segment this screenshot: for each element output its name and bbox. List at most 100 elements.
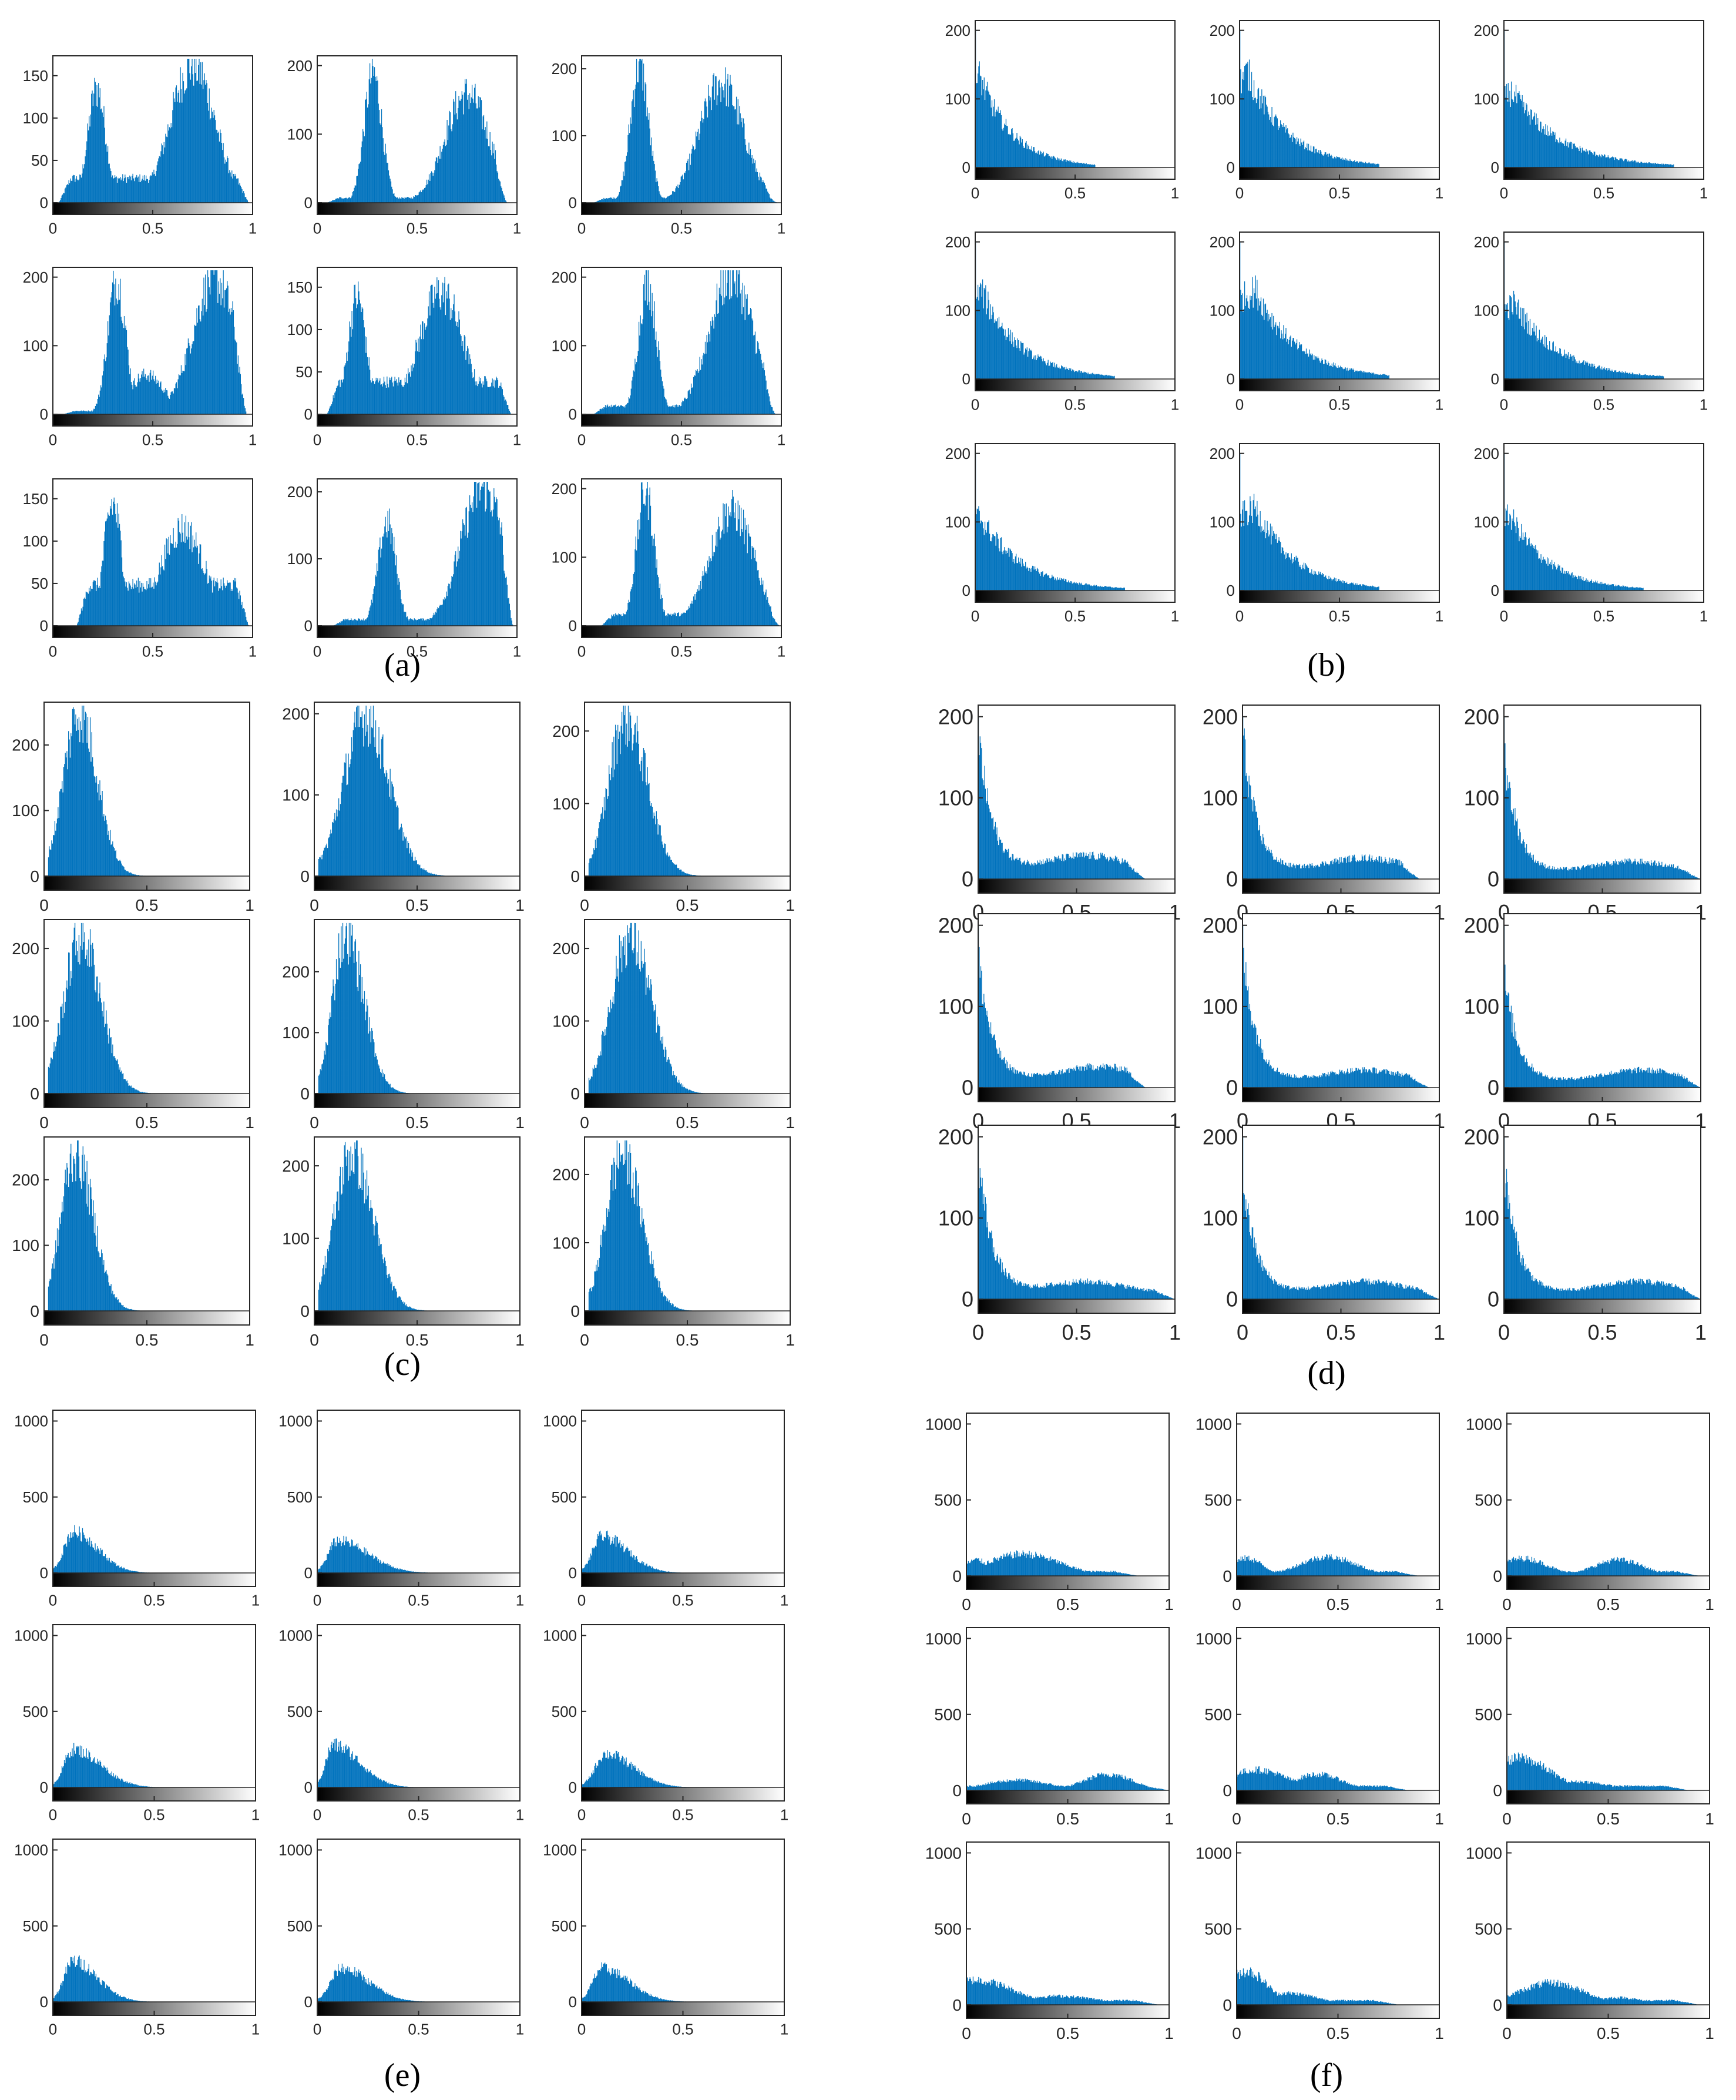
y-tick-label: 0 [30,1302,39,1320]
x-tick-label: 0.5 [1329,396,1350,414]
y-tick-label: 100 [12,1236,39,1254]
y-tick-label: 100 [1474,90,1499,108]
x-tick-label: 0.5 [1065,608,1086,625]
histogram-bars [1507,1555,1700,1576]
x-tick-label: 1 [1164,1595,1174,1613]
y-tick-label: 1000 [278,1841,313,1859]
y-tick-label: 200 [12,736,39,754]
x-tick-label: 0.5 [1065,396,1086,414]
y-tick-label: 500 [1204,1491,1232,1509]
x-tick-label: 0 [1498,1320,1510,1344]
x-tick-label: 0 [39,1331,49,1349]
y-tick-label: 200 [282,963,310,981]
panel-label-d: (d) [1307,1355,1345,1391]
x-tick-label: 0 [962,2024,971,2042]
x-tick-label: 0.5 [672,2021,693,2038]
y-tick-label: 0 [1491,582,1499,599]
y-tick-label: 0 [952,1996,962,2014]
y-tick-label: 0 [300,867,310,885]
histogram-b-7: 0 100 200 0 0.5 1 [945,443,1179,625]
x-tick-label: 1 [1705,1810,1714,1828]
y-tick-label: 100 [282,1229,310,1247]
x-tick-label: 0.5 [1329,608,1350,625]
histogram-f-6: 0 500 1000 0 0.5 1 [1466,1627,1714,1828]
histogram-bars [53,1955,159,2002]
y-tick-label: 0 [1491,159,1499,176]
y-tick-label: 100 [23,532,48,550]
axes-background [1504,705,1701,893]
y-tick-label: 1000 [1466,1415,1502,1433]
histogram-b-1: 0 100 200 0 0.5 1 [945,20,1179,202]
x-tick-label: 1 [515,1331,525,1349]
y-tick-label: 100 [945,90,971,108]
x-tick-label: 0 [577,220,586,237]
y-tick-label: 0 [40,1993,48,2011]
histogram-e-5: 0 500 1000 0 0.5 1 [278,1624,524,1824]
y-tick-label: 100 [1474,513,1499,531]
y-tick-label: 1000 [14,1413,48,1430]
y-tick-label: 1000 [543,1627,577,1645]
histogram-bars [594,270,775,414]
x-tick-label: 0.5 [406,896,429,914]
x-tick-label: 0 [310,1113,319,1132]
y-tick-label: 0 [1493,1567,1502,1585]
x-tick-label: 0 [580,896,589,914]
histogram-bars [966,1976,1159,2005]
y-tick-label: 200 [1210,445,1235,462]
x-tick-label: 0 [577,1806,586,1824]
y-tick-label: 0 [40,194,48,212]
x-tick-label: 1 [515,896,525,914]
histogram-bars [966,1772,1168,1790]
histogram-bars [327,277,511,414]
x-tick-label: 1 [1435,1595,1444,1613]
y-tick-label: 500 [23,1703,48,1720]
histogram-bars [1237,1967,1398,2005]
x-tick-label: 0 [962,1810,971,1828]
histogram-a-7: 0 50 100 150 0 0.5 1 [23,478,257,660]
x-tick-label: 0.5 [671,220,692,237]
histogram-a-5: 0 50 100 150 0 0.5 1 [287,267,521,449]
y-tick-label: 200 [552,269,577,286]
histogram-f-9: 0 500 1000 0 0.5 1 [1466,1841,1714,2042]
y-tick-label: 0 [962,159,971,176]
y-tick-label: 200 [1203,1125,1238,1149]
x-tick-label: 1 [1435,608,1443,625]
x-tick-label: 0 [313,220,321,237]
histogram-bars [1504,925,1700,1088]
y-tick-label: 50 [31,575,48,592]
x-tick-label: 0.5 [1056,1810,1079,1828]
y-tick-label: 1000 [14,1841,48,1859]
x-tick-label: 1 [1695,1320,1707,1344]
histogram-bars [1243,925,1429,1088]
x-tick-label: 1 [516,1592,524,1609]
y-tick-label: 1000 [925,1844,962,1862]
x-tick-label: 1 [251,1592,260,1609]
y-tick-label: 0 [962,370,971,388]
x-tick-label: 0 [1232,2024,1241,2042]
x-tick-label: 0.5 [406,1113,429,1132]
histogram-e-8: 0 500 1000 0 0.5 1 [278,1839,524,2038]
x-tick-label: 1 [245,896,254,914]
panel-label-e: (e) [384,2057,421,2094]
x-tick-label: 0 [313,643,321,660]
y-tick-label: 100 [1203,786,1238,810]
x-tick-label: 0 [577,431,586,449]
y-tick-label: 1000 [925,1415,962,1433]
y-tick-label: 200 [945,445,971,462]
y-tick-label: 200 [552,480,577,498]
x-tick-label: 0.5 [676,1113,699,1132]
x-tick-label: 0 [313,2021,321,2038]
x-tick-label: 0.5 [408,2021,429,2038]
histogram-f-2: 0 500 1000 0 0.5 1 [1196,1413,1444,1613]
histogram-bars [978,716,1145,879]
x-tick-label: 0.5 [1329,184,1350,202]
x-tick-label: 0 [1502,1595,1512,1613]
y-tick-label: 0 [1227,370,1235,388]
histogram-bars [1504,241,1664,379]
histogram-e-9: 0 500 1000 0 0.5 1 [543,1839,788,2038]
